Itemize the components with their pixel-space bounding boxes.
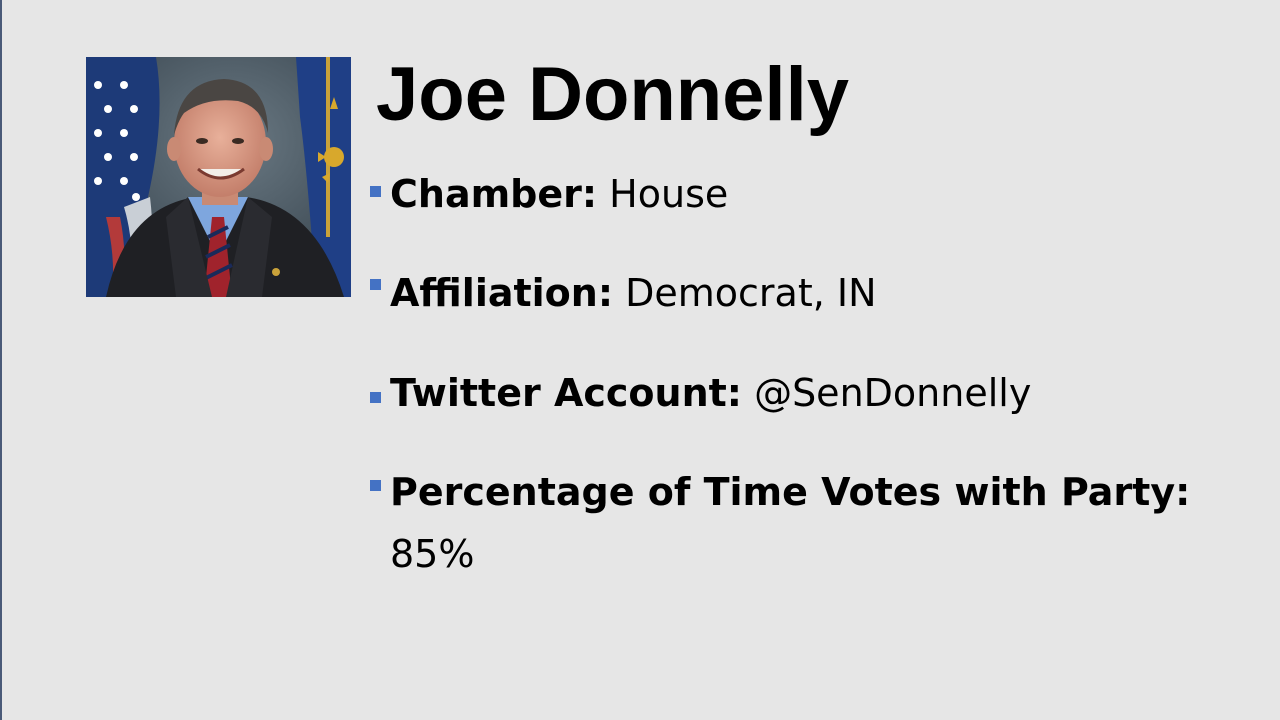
bullet-value: @SenDonnelly <box>741 371 1032 415</box>
portrait-photo <box>86 57 351 297</box>
bullet-value: House <box>597 172 729 216</box>
bullet-marker-icon <box>370 279 381 290</box>
bullet-label: Percentage of Time Votes with Party: <box>390 470 1191 514</box>
bullet-value: 85% <box>390 532 475 576</box>
bullet-label: Chamber: <box>390 172 598 216</box>
slide-left-border <box>0 0 2 720</box>
bullet-value: Democrat, IN <box>613 271 877 315</box>
page-title: Joe Donnelly <box>376 52 849 137</box>
bullet-marker-icon <box>370 480 381 491</box>
bullet-marker-icon <box>370 186 381 197</box>
bullet-label: Affiliation: <box>390 271 614 315</box>
bullet-marker-icon <box>370 392 381 403</box>
bullet-label: Twitter Account: <box>390 371 742 415</box>
